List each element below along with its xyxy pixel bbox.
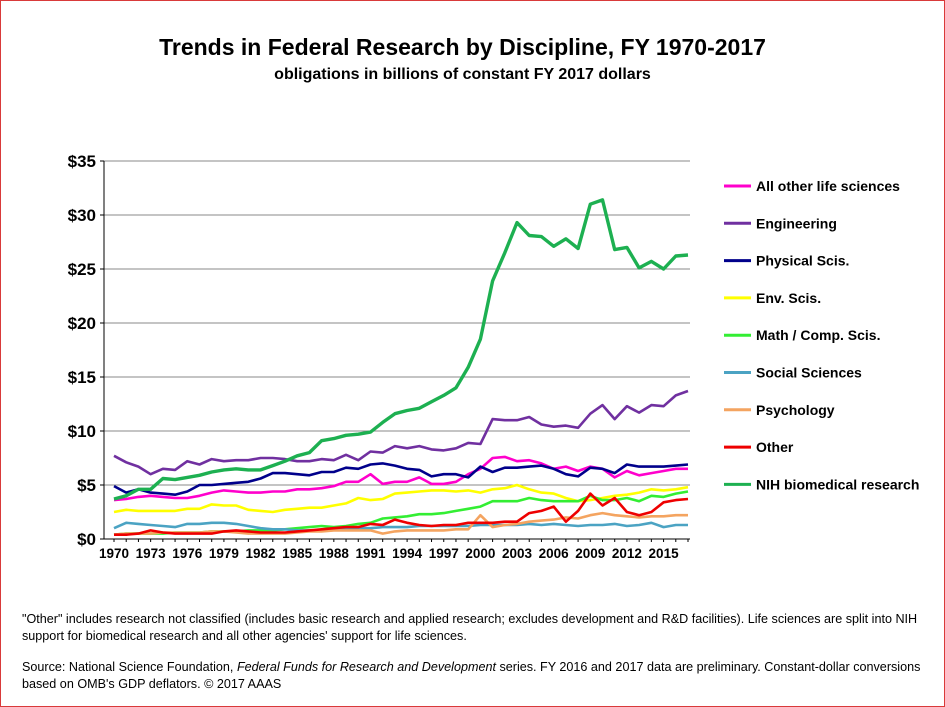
x-tick-label: 2006 <box>539 546 570 561</box>
legend-label: Psychology <box>756 402 835 418</box>
series-line <box>113 389 689 476</box>
source-note: Source: National Science Foundation, Fed… <box>22 659 922 693</box>
x-tick-label: 2012 <box>612 546 642 561</box>
x-tick-label: 1997 <box>429 546 459 561</box>
y-tick-label: $30 <box>68 206 96 225</box>
x-tick-label: 1979 <box>209 546 239 561</box>
y-tick-label: $10 <box>68 422 96 441</box>
legend-label: Engineering <box>756 215 837 231</box>
chart-title: Trends in Federal Research by Discipline… <box>159 34 766 60</box>
legend-label: Math / Comp. Scis. <box>756 327 880 343</box>
x-tick-label: 1985 <box>282 546 313 561</box>
x-tick-label: 2015 <box>649 546 680 561</box>
chart-subtitle: obligations in billions of constant FY 2… <box>274 66 651 83</box>
x-tick-label: 2009 <box>575 546 605 561</box>
y-tick-label: $25 <box>68 260 96 279</box>
legend-label: All other life sciences <box>756 178 900 194</box>
series-line <box>113 198 689 501</box>
series-line <box>113 483 689 514</box>
x-tick-label: 1970 <box>99 546 129 561</box>
x-tick-label: 1994 <box>392 546 423 561</box>
y-tick-label: $15 <box>68 368 96 387</box>
legend-label: Env. Scis. <box>756 290 821 306</box>
x-tick-label: 1976 <box>172 546 203 561</box>
legend-label: NIH biomedical research <box>756 476 919 492</box>
source-prefix: Source: National Science Foundation, <box>22 660 237 674</box>
y-tick-label: $35 <box>68 152 96 171</box>
legend-label: Social Sciences <box>756 365 862 381</box>
legend-label: Other <box>756 439 794 455</box>
series-line <box>113 462 689 497</box>
source-suffix: series. FY 2016 and 2017 data are prelim… <box>22 660 921 691</box>
series-line <box>113 521 688 532</box>
x-tick-label: 2003 <box>502 546 533 561</box>
legend-label: Physical Scis. <box>756 253 849 269</box>
footnote: "Other" includes research not classified… <box>22 612 918 643</box>
series-line <box>113 511 688 536</box>
x-tick-label: 1991 <box>355 546 386 561</box>
line-chart: $0 $5 $10 $15 $20 $25 $30 $35 1970 1973 1976 1979 19… <box>68 152 920 561</box>
x-tick-label: 2000 <box>465 546 495 561</box>
x-tick-label: 1973 <box>136 546 167 561</box>
x-tick-label: 1988 <box>319 546 350 561</box>
y-tick-label: $0 <box>77 530 96 549</box>
source-series-title: Federal Funds for Research and Developme… <box>236 660 496 674</box>
series-line <box>114 492 689 537</box>
y-tick-label: $20 <box>68 314 96 333</box>
x-tick-label: 1982 <box>246 546 276 561</box>
y-tick-label: $5 <box>77 476 96 495</box>
